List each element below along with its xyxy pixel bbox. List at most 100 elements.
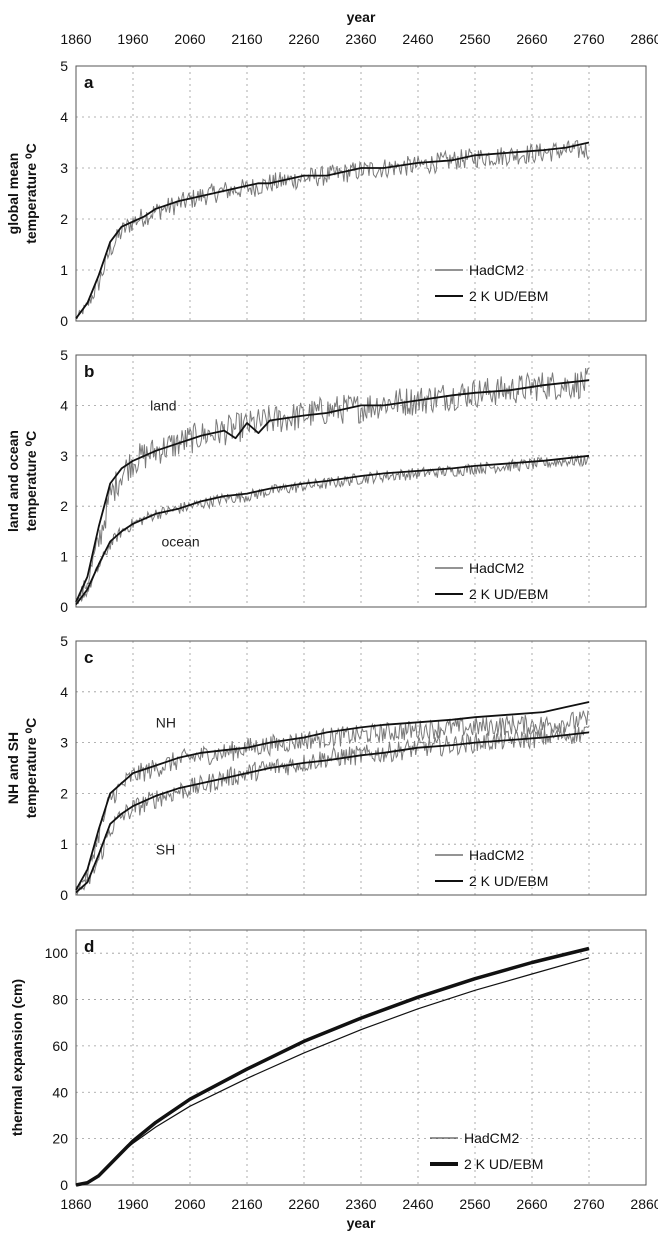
y-tick-label: 5 [60, 633, 68, 649]
series-SH-2-k-ud-ebm [75, 731, 590, 894]
bottom-x-tick-label: 2460 [402, 1196, 433, 1212]
y-tick-label: 40 [52, 1084, 68, 1100]
y-axis-title-line: temperature ⁰C [23, 718, 39, 819]
legend-label: 2 K UD/EBM [469, 873, 548, 889]
y-tick-label: 3 [60, 735, 68, 751]
series-line [75, 701, 590, 891]
series-line [75, 140, 590, 320]
bottom-x-tick-label: 2060 [174, 1196, 205, 1212]
top-x-tick-label: 2460 [402, 31, 433, 47]
series-line [75, 946, 590, 1187]
y-tick-label: 1 [60, 262, 68, 278]
bottom-x-tick-label: 1960 [117, 1196, 148, 1212]
panel-letter: d [84, 937, 94, 956]
y-axis-title-line: global mean [5, 153, 21, 235]
bottom-axis-title: year [347, 1215, 376, 1231]
y-tick-label: 0 [60, 1177, 68, 1193]
panel-letter: c [84, 648, 93, 667]
plot-frame [75, 354, 647, 608]
y-tick-label: 4 [60, 684, 68, 700]
y-tick-label: 5 [60, 347, 68, 363]
series-2-k-ud-ebm [75, 946, 590, 1187]
y-axis-title: thermal expansion (cm) [9, 979, 25, 1136]
legend-label: 2 K UD/EBM [464, 1156, 543, 1172]
series-2-k-ud-ebm [75, 141, 590, 319]
panel-a: 0 1 2 3 4 5 global mean temperature ⁰C a HadCM2 2 … [5, 58, 647, 329]
y-tick-label: 4 [60, 397, 68, 413]
y-tick-label: 4 [60, 109, 68, 125]
bottom-x-tick-label: 2860 [630, 1196, 658, 1212]
y-tick-label: 80 [52, 992, 68, 1008]
series-hadcm2 [75, 140, 590, 320]
y-axis-title-line: land and ocean [5, 430, 21, 532]
plot-frame [75, 929, 647, 1186]
y-tick-label: 0 [60, 887, 68, 903]
y-tick-label: 20 [52, 1131, 68, 1147]
y-axis-title: land and ocean temperature ⁰C [5, 430, 39, 532]
top-x-tick-label: 2160 [231, 31, 262, 47]
legend-label: 2 K UD/EBM [469, 586, 548, 602]
top-x-tick-label: 2360 [345, 31, 376, 47]
top-x-tick-label: 2560 [459, 31, 490, 47]
series-line [75, 710, 590, 893]
bottom-x-tick-label: 2660 [516, 1196, 547, 1212]
panel-c: 0 1 2 3 4 5 NH and SH temperature ⁰C c NH SH HadCM2… [5, 633, 647, 903]
series-NH-2-k-ud-ebm [75, 701, 590, 891]
y-axis-title: NH and SH temperature ⁰C [5, 718, 39, 819]
series-line [75, 725, 590, 896]
panel-letter: a [84, 73, 94, 92]
bottom-x-tick-label: 2760 [573, 1196, 604, 1212]
top-x-tick-label: 2760 [573, 31, 604, 47]
top-x-tick-label: 2260 [288, 31, 319, 47]
y-tick-label: 2 [60, 785, 68, 801]
y-tick-label: 60 [52, 1038, 68, 1054]
annotation-label: NH [156, 714, 176, 730]
series-line [75, 731, 590, 894]
series-line [75, 454, 590, 606]
top-x-tick-label: 1860 [60, 31, 91, 47]
y-axis-title-line: temperature ⁰C [23, 431, 39, 532]
plot-frame [75, 640, 647, 896]
series-line [75, 141, 590, 319]
y-tick-label: 3 [60, 448, 68, 464]
series-SH-hadcm2 [75, 725, 590, 896]
legend-label: HadCM2 [469, 262, 524, 278]
legend-label: 2 K UD/EBM [469, 288, 548, 304]
legend-label: HadCM2 [469, 560, 524, 576]
y-tick-label: 1 [60, 549, 68, 565]
series-line [75, 368, 590, 604]
panel-d: 0 20 40 60 80 100 1860 1960 2060 2160 2260 2360 2460… [9, 929, 658, 1212]
series-line [75, 379, 590, 603]
series-NH-hadcm2 [75, 710, 590, 893]
y-tick-label: 2 [60, 498, 68, 514]
series-line [75, 957, 590, 1186]
bottom-x-tick-label: 2360 [345, 1196, 376, 1212]
plot-frame [75, 65, 647, 322]
series-land-hadcm2 [75, 368, 590, 604]
series-line [75, 454, 590, 605]
y-axis-title-line: temperature ⁰C [23, 143, 39, 244]
bottom-x-tick-label: 1860 [60, 1196, 91, 1212]
y-tick-label: 2 [60, 211, 68, 227]
annotation-label: ocean [162, 534, 200, 550]
annotation-label: SH [156, 841, 175, 857]
y-tick-label: 100 [45, 945, 69, 961]
annotation-label: land [150, 397, 176, 413]
bottom-x-tick-label: 2560 [459, 1196, 490, 1212]
legend-label: HadCM2 [469, 847, 524, 863]
y-tick-label: 0 [60, 313, 68, 329]
y-tick-label: 0 [60, 599, 68, 615]
series-hadcm2 [75, 957, 590, 1186]
legend-label: HadCM2 [464, 1130, 519, 1146]
top-axis-title: year [347, 9, 376, 25]
bottom-x-tick-label: 2260 [288, 1196, 319, 1212]
top-x-tick-label: 2660 [516, 31, 547, 47]
top-x-tick-label: 2060 [174, 31, 205, 47]
y-axis-title: global mean temperature ⁰C [5, 143, 39, 244]
y-tick-label: 1 [60, 836, 68, 852]
panel-letter: b [84, 362, 94, 381]
y-axis-title-line: thermal expansion (cm) [9, 979, 25, 1136]
series-ocean-hadcm2 [75, 454, 590, 605]
top-x-tick-label: 1960 [117, 31, 148, 47]
